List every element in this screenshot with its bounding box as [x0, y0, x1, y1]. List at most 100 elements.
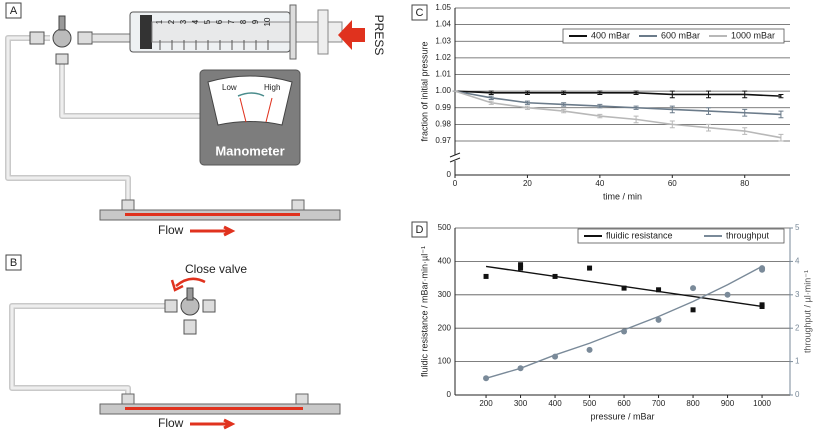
marker	[690, 307, 696, 313]
error-bar	[706, 123, 712, 132]
panel-label: B	[10, 257, 17, 269]
y2-axis-label: throughput / µl·min⁻¹	[802, 270, 812, 353]
scale-label: 4	[191, 19, 200, 24]
scale-label: 7	[227, 19, 236, 24]
error-bar	[488, 90, 494, 95]
marker	[724, 291, 731, 298]
marker	[483, 375, 490, 382]
x-tick-label: 60	[668, 179, 677, 188]
x-tick-label: 400	[548, 399, 562, 408]
error-bar	[669, 90, 675, 99]
connector	[202, 299, 216, 313]
scale-label: 1	[155, 19, 164, 24]
x-tick-label: 0	[453, 179, 458, 188]
marker	[518, 262, 524, 268]
flow-arrow	[190, 225, 236, 237]
error-bar	[633, 115, 639, 124]
x-tick-label: 1000	[753, 399, 771, 408]
x-tick-label: 800	[686, 399, 700, 408]
y-tick-label: 1.03	[435, 36, 451, 45]
y2-tick-label: 1	[795, 357, 800, 366]
marker	[587, 265, 593, 271]
y2-tick-label: 3	[795, 290, 800, 299]
gauge-high: High	[264, 83, 280, 92]
y-tick-label: 300	[438, 290, 452, 299]
port	[295, 393, 309, 405]
panel-box	[5, 254, 22, 271]
syringe-scale: 1 2 3 4 5 6 7 8 9 10	[155, 17, 272, 50]
tube	[60, 60, 202, 118]
marker	[586, 346, 593, 353]
syringe-tip	[91, 33, 131, 43]
scale-label: 9	[251, 19, 260, 24]
scale-label: 8	[239, 19, 248, 24]
y2-tick-label: 0	[795, 390, 800, 399]
y-tick-label: 0	[447, 390, 452, 399]
valve-handle	[186, 287, 194, 301]
error-bar	[669, 105, 675, 114]
connector	[77, 31, 93, 45]
press-arrow	[338, 20, 365, 50]
legend	[577, 228, 785, 244]
marker	[552, 353, 559, 360]
syringe-flange	[289, 4, 297, 60]
axis-break-gap	[451, 155, 459, 161]
error-bar	[561, 102, 567, 107]
close-valve-label: Close valve	[185, 262, 247, 276]
series-line	[454, 90, 782, 139]
marker	[518, 265, 524, 271]
scale-label: 10	[263, 17, 272, 26]
x-tick-label: 80	[740, 179, 749, 188]
error-bar	[778, 110, 784, 119]
error-bar	[561, 90, 567, 95]
y-tick-label: 1.04	[435, 20, 451, 29]
flow-label: Flow	[158, 416, 184, 430]
x-tick-label: 40	[595, 179, 604, 188]
valve-handle	[58, 15, 66, 31]
marker	[655, 316, 662, 323]
plot-area	[455, 228, 790, 395]
error-bar	[633, 105, 639, 110]
y-tick-label: 400	[438, 257, 452, 266]
y-axis-label: fluidic resistance / mBar·min·µl⁻¹	[419, 246, 429, 377]
y2-tick-label: 2	[795, 323, 800, 332]
x-tick-label: 500	[583, 399, 597, 408]
legend-label: throughput	[726, 230, 770, 240]
scale-label: 3	[179, 19, 188, 24]
connector	[164, 299, 178, 313]
gauge-low: Low	[222, 83, 237, 92]
marker	[621, 328, 628, 335]
tube	[59, 60, 202, 119]
legend-label: fluidic resistance	[606, 230, 673, 240]
y-tick-label: 0.97	[435, 136, 451, 145]
error-bar	[488, 100, 494, 105]
error-bar	[597, 113, 603, 119]
marker	[517, 365, 524, 372]
marker	[690, 285, 697, 292]
scale-label: 6	[215, 19, 224, 24]
press-label: PRESS	[372, 15, 386, 56]
panel-box	[411, 4, 428, 21]
x-tick-label: 300	[514, 399, 528, 408]
marker	[759, 266, 766, 273]
error-bar	[706, 107, 712, 115]
error-bar	[742, 108, 748, 117]
legend	[562, 28, 785, 44]
panel-label: C	[416, 7, 424, 19]
error-bar	[597, 90, 603, 95]
connector	[55, 53, 69, 65]
x-tick-label: 700	[652, 399, 666, 408]
legend-label: 600 mBar	[661, 30, 700, 40]
y-tick-label: 1.02	[435, 53, 451, 62]
x-tick-label: 20	[523, 179, 532, 188]
port	[121, 199, 135, 211]
series-line	[454, 90, 781, 116]
x-tick-label: 900	[721, 399, 735, 408]
marker	[759, 303, 765, 309]
x-axis-label: pressure / mBar	[590, 411, 654, 421]
gauge-needle	[237, 92, 265, 97]
y-tick-label: 500	[438, 223, 452, 232]
y2-tick-label: 4	[795, 257, 800, 266]
plunger-head	[317, 9, 329, 55]
